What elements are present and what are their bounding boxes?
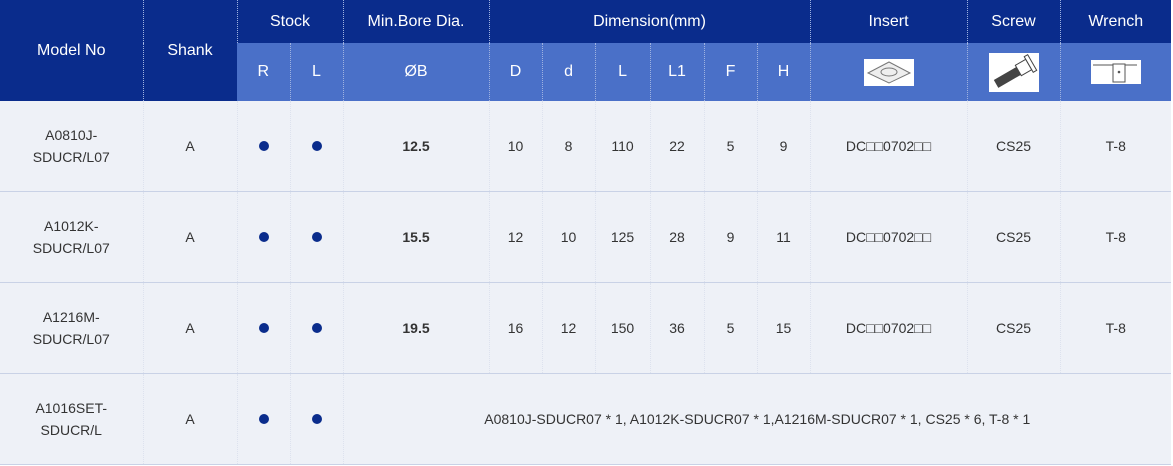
sub-b: ØB xyxy=(342,43,490,101)
table-row: A1216M- SDUCR/L07 A 19.5 16 12 150 36 5 15 DC□□070… xyxy=(0,282,1172,374)
header-shank: Shank xyxy=(142,0,237,101)
set-row: A1016SET- SDUCR/L A A0810J-SDUCR07 * 1, A10… xyxy=(0,373,1172,465)
sub-L: L xyxy=(594,43,651,101)
stock-r xyxy=(236,191,290,283)
sub-d: d xyxy=(541,43,596,101)
screw-icon xyxy=(988,52,1039,92)
cell-H: 9 xyxy=(756,101,811,192)
cell-H: 11 xyxy=(756,191,811,283)
cell-L1: 36 xyxy=(649,282,705,374)
model-line2: SDUCR/L07 xyxy=(32,240,110,256)
header-bore: Min.Bore Dia. xyxy=(342,0,490,43)
stock-dot-icon xyxy=(258,141,269,151)
cell-wrench: T-8 xyxy=(1059,282,1172,374)
model-line2: SDUCR/L07 xyxy=(32,149,110,165)
cell-F: 5 xyxy=(703,101,758,192)
header-stock: Stock xyxy=(236,0,344,43)
cell-shank: A xyxy=(142,373,237,465)
insert-icon xyxy=(863,58,914,86)
header-insert: Insert xyxy=(809,0,968,43)
cell-screw: CS25 xyxy=(966,101,1061,192)
stock-dot-icon xyxy=(311,232,322,242)
cell-F: 5 xyxy=(703,282,758,374)
model-line1: A0810J- xyxy=(45,127,98,143)
cell-d: 8 xyxy=(541,101,596,192)
stock-l xyxy=(289,191,344,283)
model-line1: A1216M- xyxy=(42,309,100,325)
table-row: A1012K- SDUCR/L07 A 15.5 12 10 125 28 9 11 DC□□070… xyxy=(0,191,1172,283)
sub-r: R xyxy=(237,43,290,101)
cell-b: 12.5 xyxy=(342,101,490,192)
cell-L: 110 xyxy=(594,101,651,192)
stock-l xyxy=(289,373,344,465)
stock-dot-icon xyxy=(311,141,322,151)
header-dimension: Dimension(mm) xyxy=(488,0,811,43)
sub-D: D xyxy=(488,43,543,101)
stock-l xyxy=(289,101,344,192)
cell-insert: DC□□0702□□ xyxy=(809,101,968,192)
cell-L1: 22 xyxy=(649,101,705,192)
stock-l xyxy=(289,282,344,374)
stock-dot-icon xyxy=(258,414,269,424)
cell-wrench: T-8 xyxy=(1059,101,1172,192)
cell-d: 12 xyxy=(541,282,596,374)
cell-shank: A xyxy=(142,101,237,192)
cell-screw: CS25 xyxy=(966,282,1061,374)
cell-screw: CS25 xyxy=(966,191,1061,283)
stock-r xyxy=(236,101,290,192)
cell-D: 10 xyxy=(488,101,543,192)
stock-dot-icon xyxy=(311,414,322,424)
model-line1: A1016SET- xyxy=(35,400,108,416)
cell-model: A1216M- SDUCR/L07 xyxy=(0,282,143,374)
cell-D: 16 xyxy=(488,282,543,374)
cell-model: A0810J- SDUCR/L07 xyxy=(0,101,143,192)
cell-D: 12 xyxy=(488,191,543,283)
model-line1: A1012K- xyxy=(44,218,99,234)
cell-insert: DC□□0702□□ xyxy=(809,282,968,374)
model-line2: SDUCR/L07 xyxy=(32,331,110,347)
stock-r xyxy=(236,282,290,374)
cell-model: A1016SET- SDUCR/L xyxy=(0,373,143,465)
table-row: A0810J- SDUCR/L07 A 12.5 10 8 110 22 5 9 DC□□0702□… xyxy=(0,101,1172,192)
cell-F: 9 xyxy=(703,191,758,283)
cell-L: 150 xyxy=(594,282,651,374)
cell-model: A1012K- SDUCR/L07 xyxy=(0,191,143,283)
cell-b: 19.5 xyxy=(342,282,490,374)
header-wrench: Wrench xyxy=(1059,0,1172,43)
set-contents: A0810J-SDUCR07 * 1, A1012K-SDUCR07 * 1,A… xyxy=(342,373,1172,465)
cell-L: 125 xyxy=(594,191,651,283)
sub-H: H xyxy=(756,43,811,101)
model-line2: SDUCR/L xyxy=(40,422,102,438)
cell-b: 15.5 xyxy=(342,191,490,283)
header-screw: Screw xyxy=(966,0,1061,43)
stock-r xyxy=(236,373,290,465)
stock-dot-icon xyxy=(311,323,322,333)
sub-l: L xyxy=(289,43,344,101)
cell-H: 15 xyxy=(756,282,811,374)
sub-L1: L1 xyxy=(649,43,705,101)
header-model: Model No xyxy=(0,0,143,101)
cell-L1: 28 xyxy=(649,191,705,283)
cell-d: 10 xyxy=(541,191,596,283)
stock-dot-icon xyxy=(258,232,269,242)
cell-shank: A xyxy=(142,282,237,374)
cell-wrench: T-8 xyxy=(1059,191,1172,283)
stock-dot-icon xyxy=(258,323,269,333)
cell-shank: A xyxy=(142,191,237,283)
sub-F: F xyxy=(703,43,758,101)
cell-insert: DC□□0702□□ xyxy=(809,191,968,283)
wrench-icon xyxy=(1090,60,1141,84)
